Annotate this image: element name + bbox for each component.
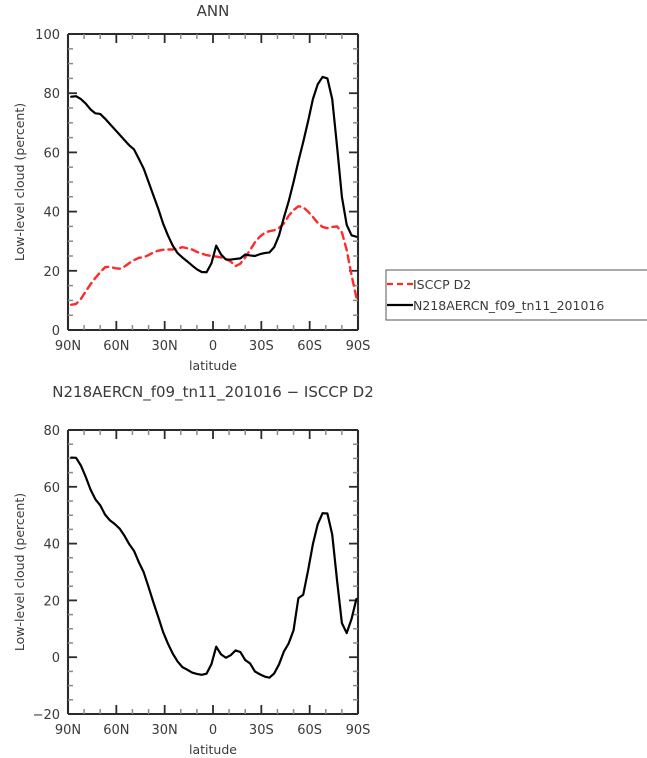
x-tick-label: 90N xyxy=(55,339,81,354)
x-tick-label: 60N xyxy=(103,339,129,354)
chart-panel-bottom-panel: N218AERCN_f09_tn11_201016 − ISCCP D2 90N 6… xyxy=(12,383,374,757)
x-tick-label: 0 xyxy=(209,723,217,738)
panel-title: N218AERCN_f09_tn11_201016 − ISCCP D2 xyxy=(52,383,373,402)
x-axis-title: latitude xyxy=(189,358,237,373)
y-tick-label: −20 xyxy=(33,708,60,723)
y-tick-label: 60 xyxy=(43,146,60,161)
y-tick-label: 0 xyxy=(52,324,60,339)
x-tick-label: 0 xyxy=(209,339,217,354)
x-tick-label: 30N xyxy=(152,723,178,738)
x-tick-label: 90N xyxy=(55,723,81,738)
legend-box xyxy=(385,269,647,321)
panel-title: ANN xyxy=(197,2,230,20)
series-line-0 xyxy=(70,456,358,679)
y-tick-label: 20 xyxy=(43,594,60,609)
x-tick-label: 30S xyxy=(249,723,274,738)
y-axis-title: Low-level cloud (percent) xyxy=(12,493,27,651)
y-tick-label: 80 xyxy=(43,87,60,102)
y-tick-label: 40 xyxy=(43,538,60,553)
x-tick-label: 60S xyxy=(297,339,322,354)
chart-panel-top-panel: ANN 90N 60N 30N 0 30S 60S 90S latitude 0 20 40 60 80 1… xyxy=(12,2,370,373)
y-tick-label: 0 xyxy=(52,651,60,666)
y-tick-label: 80 xyxy=(43,424,60,439)
x-tick-label: 30S xyxy=(249,339,274,354)
x-tick-label: 60S xyxy=(297,723,322,738)
legend-label-0: ISCCP D2 xyxy=(413,277,471,292)
series-line-1 xyxy=(70,75,358,274)
y-tick-label: 60 xyxy=(43,481,60,496)
x-axis-title: latitude xyxy=(189,742,237,757)
y-tick-label: 20 xyxy=(43,265,60,280)
x-tick-label: 90S xyxy=(346,723,371,738)
y-axis-title: Low-level cloud (percent) xyxy=(12,103,27,261)
x-tick-label: 60N xyxy=(103,723,129,738)
legend-label-1: N218AERCN_f09_tn11_201016 xyxy=(413,298,604,313)
x-tick-label: 30N xyxy=(152,339,178,354)
y-tick-label: 100 xyxy=(35,28,60,43)
legend: ISCCP D2 N218AERCN_f09_tn11_201016 xyxy=(385,269,647,321)
y-tick-label: 40 xyxy=(43,206,60,221)
x-tick-label: 90S xyxy=(346,339,371,354)
